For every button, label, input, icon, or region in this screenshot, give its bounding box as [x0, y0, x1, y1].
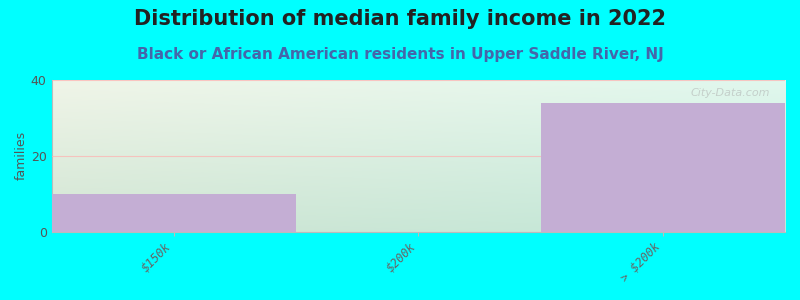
- Bar: [541, 103, 785, 232]
- Text: Black or African American residents in Upper Saddle River, NJ: Black or African American residents in U…: [137, 46, 663, 62]
- Bar: [51, 194, 296, 232]
- Text: City-Data.com: City-Data.com: [691, 88, 770, 98]
- Text: Distribution of median family income in 2022: Distribution of median family income in …: [134, 9, 666, 29]
- Y-axis label: families: families: [15, 131, 28, 180]
